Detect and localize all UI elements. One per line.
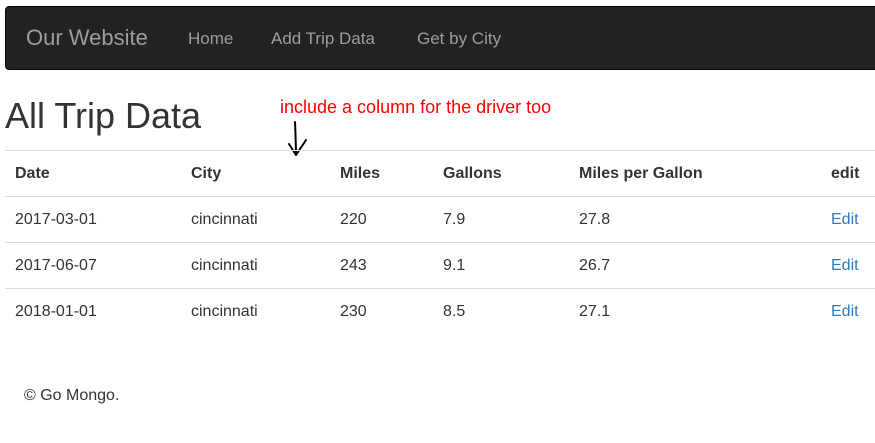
header-edit: edit xyxy=(821,150,875,197)
table-header-row: Date City Miles Gallons Miles per Gallon… xyxy=(5,150,875,197)
cell-gallons: 8.5 xyxy=(433,288,569,334)
cell-edit: Edit xyxy=(821,242,875,289)
cell-gallons: 7.9 xyxy=(433,196,569,243)
table-row: 2017-03-01 cincinnati 220 7.9 27.8 Edit xyxy=(5,196,875,243)
cell-miles: 220 xyxy=(330,196,433,243)
cell-city: cincinnati xyxy=(181,242,330,289)
table-row: 2018-01-01 cincinnati 230 8.5 27.1 Edit xyxy=(5,288,875,334)
trip-data-table: Date City Miles Gallons Miles per Gallon… xyxy=(5,150,875,334)
site-brand-link[interactable]: Our Website xyxy=(26,25,148,50)
nav-add-trip-data-link[interactable]: Add Trip Data xyxy=(271,29,375,48)
header-miles: Miles xyxy=(330,150,433,197)
header-date: Date xyxy=(5,150,181,197)
cell-date: 2017-03-01 xyxy=(5,196,181,243)
cell-mpg: 26.7 xyxy=(569,242,821,289)
cell-date: 2018-01-01 xyxy=(5,288,181,334)
table-row: 2017-06-07 cincinnati 243 9.1 26.7 Edit xyxy=(5,242,875,289)
edit-link[interactable]: Edit xyxy=(831,256,859,274)
page-footer: © Go Mongo. xyxy=(24,387,120,404)
header-city: City xyxy=(181,150,330,197)
cell-edit: Edit xyxy=(821,288,875,334)
handwritten-annotation: include a column for the driver too xyxy=(280,97,552,117)
nav-home-link[interactable]: Home xyxy=(188,29,234,48)
cell-city: cincinnati xyxy=(181,196,330,243)
edit-link[interactable]: Edit xyxy=(831,302,859,320)
cell-edit: Edit xyxy=(821,196,875,243)
header-miles-per-gallon: Miles per Gallon xyxy=(569,150,821,197)
cell-miles: 230 xyxy=(330,288,433,334)
cell-gallons: 9.1 xyxy=(433,242,569,289)
top-navbar: Our Website Home Add Trip Data Get by Ci… xyxy=(5,6,875,70)
cell-mpg: 27.1 xyxy=(569,288,821,334)
cell-mpg: 27.8 xyxy=(569,196,821,243)
cell-date: 2017-06-07 xyxy=(5,242,181,289)
nav-get-by-city-link[interactable]: Get by City xyxy=(417,29,502,48)
page-title: All Trip Data xyxy=(5,95,202,136)
edit-link[interactable]: Edit xyxy=(831,210,859,228)
cell-miles: 243 xyxy=(330,242,433,289)
cell-city: cincinnati xyxy=(181,288,330,334)
header-gallons: Gallons xyxy=(433,150,569,197)
